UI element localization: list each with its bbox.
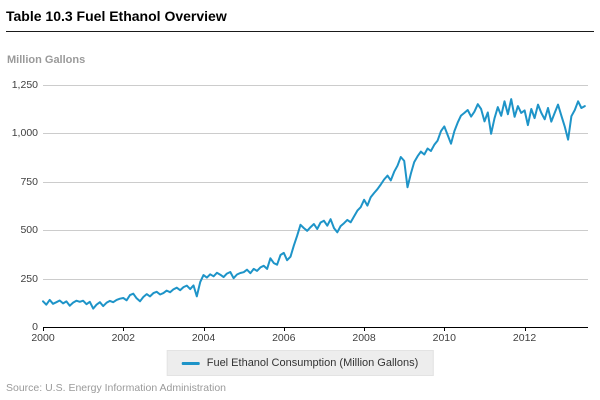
x-tick-mark bbox=[444, 327, 446, 331]
x-tick-label: 2004 bbox=[191, 332, 216, 344]
x-tick-mark bbox=[524, 327, 526, 331]
y-tick-label: 500 bbox=[20, 224, 38, 237]
y-tick-label: 750 bbox=[20, 175, 38, 188]
x-tick-label: 2002 bbox=[111, 332, 135, 344]
x-tick-label: 2010 bbox=[432, 332, 456, 344]
x-tick-label: 2012 bbox=[512, 332, 537, 344]
legend: Fuel Ethanol Consumption (Million Gallon… bbox=[166, 350, 434, 376]
x-tick-mark bbox=[203, 327, 205, 331]
title-divider bbox=[6, 31, 594, 32]
x-tick-mark bbox=[43, 327, 44, 331]
x-tick-label: 2006 bbox=[272, 332, 296, 344]
y-tick-label: 0 bbox=[32, 321, 38, 333]
x-tick-mark bbox=[123, 327, 125, 331]
y-gridline bbox=[43, 133, 588, 135]
x-tick-label: 2008 bbox=[352, 332, 376, 344]
x-tick-mark bbox=[283, 327, 285, 331]
y-gridline bbox=[43, 85, 588, 86]
y-axis-unit-label: Million Gallons bbox=[7, 54, 86, 66]
y-tick-label: 1,000 bbox=[11, 127, 38, 140]
x-tick-label: 2000 bbox=[31, 332, 55, 344]
y-tick-label: 1,250 bbox=[11, 79, 38, 91]
y-gridline bbox=[43, 230, 588, 232]
x-tick-mark bbox=[364, 327, 366, 331]
legend-line-swatch bbox=[181, 361, 200, 365]
y-gridline bbox=[43, 181, 588, 183]
chart-title: Table 10.3 Fuel Ethanol Overview bbox=[6, 8, 227, 24]
y-gridline bbox=[43, 278, 588, 280]
source-note: Source: U.S. Energy Information Administ… bbox=[6, 382, 227, 394]
y-tick-label: 250 bbox=[20, 272, 38, 285]
legend-label: Fuel Ethanol Consumption (Million Gallon… bbox=[206, 357, 419, 369]
x-axis-line bbox=[43, 327, 588, 328]
consumption-line bbox=[42, 98, 586, 310]
